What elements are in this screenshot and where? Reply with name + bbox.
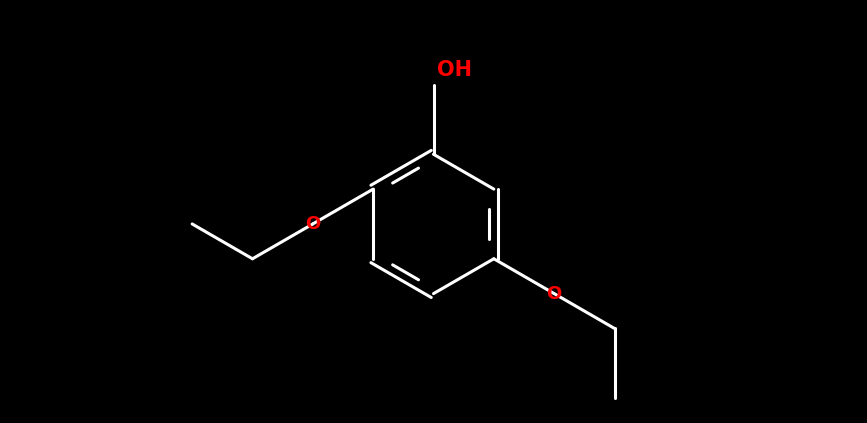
Text: O: O [305, 215, 321, 233]
Text: O: O [546, 285, 562, 302]
Text: OH: OH [437, 60, 473, 80]
